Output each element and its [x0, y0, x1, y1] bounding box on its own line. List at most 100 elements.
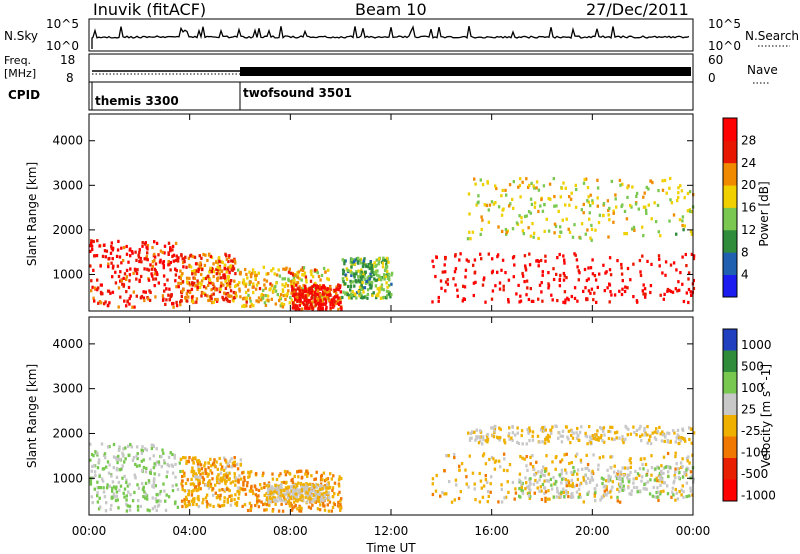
velocity-cell [157, 503, 161, 507]
power-cell [316, 271, 319, 275]
velocity-cell [555, 495, 559, 499]
velocity-cell [558, 492, 561, 496]
velocity-cell [543, 467, 547, 471]
power-cell [384, 274, 387, 279]
power-cell [431, 300, 434, 304]
power-cell [689, 229, 693, 233]
power-cell [257, 271, 260, 275]
velocity-cell [106, 460, 110, 464]
power-cell [104, 300, 107, 304]
power-cell [135, 258, 138, 262]
velocity-cell [184, 481, 188, 486]
velocity-cbar-swatch [723, 393, 737, 416]
power-cell [529, 234, 533, 238]
power-cell [578, 271, 581, 275]
velocity-cell [271, 486, 274, 490]
velocity-cell [195, 477, 198, 481]
power-cell [544, 254, 547, 258]
power-cell [89, 249, 92, 253]
power-cell [355, 270, 358, 274]
time-tick-label: 20:00 [575, 524, 610, 538]
velocity-cell [127, 490, 130, 494]
power-cell [474, 182, 477, 186]
power-cell [305, 303, 309, 307]
velocity-cell [136, 483, 139, 487]
power-cell [299, 286, 302, 290]
power-cell [329, 285, 332, 289]
power-cell [138, 248, 141, 252]
velocity-cell [267, 497, 270, 501]
velocity-cell [294, 494, 297, 498]
velocity-cell [680, 488, 683, 492]
velocity-cell [510, 436, 513, 440]
velocity-cell [308, 488, 311, 492]
power-cell [95, 254, 99, 258]
power-cell [473, 270, 477, 274]
power-cell [341, 277, 345, 281]
velocity-cell [484, 474, 487, 478]
power-cell [309, 279, 313, 283]
velocity-cell [628, 473, 631, 477]
power-cell [343, 282, 346, 286]
power-cell [564, 186, 567, 190]
velocity-cell [571, 484, 574, 489]
power-cell [519, 294, 522, 298]
velocity-cell [527, 494, 531, 498]
power-cell [110, 261, 113, 265]
velocity-cell [288, 499, 291, 503]
velocity-cell [619, 472, 622, 476]
velocity-cell [486, 432, 489, 437]
power-cell [117, 286, 121, 290]
velocity-cell [646, 433, 649, 437]
velocity-cell [607, 491, 610, 495]
velocity-cell [190, 493, 194, 497]
velocity-cell [96, 453, 99, 457]
velocity-cell [233, 456, 236, 460]
power-cell [257, 300, 260, 304]
beam-title: Beam 10 [355, 0, 427, 19]
velocity-cell [96, 494, 99, 498]
velocity-cell [277, 490, 281, 495]
velocity-cell [674, 467, 677, 471]
power-cell [330, 298, 334, 302]
velocity-cell [528, 426, 531, 430]
velocity-cell [617, 476, 620, 480]
velocity-cell [254, 472, 258, 476]
power-cell [621, 287, 624, 291]
velocity-cell [269, 489, 272, 493]
power-cell [527, 226, 530, 230]
velocity-cell [183, 489, 186, 493]
power-cell [370, 263, 374, 268]
power-cell [279, 293, 283, 297]
power-cell [302, 273, 306, 277]
velocity-cell [659, 490, 663, 494]
velocity-cell [106, 483, 109, 487]
power-cbar-swatch [723, 162, 737, 186]
power-cell [495, 186, 498, 191]
velocity-ytick-label: 2000 [52, 426, 83, 440]
power-cell [201, 291, 204, 295]
velocity-cell [600, 427, 603, 431]
velocity-cell [578, 492, 581, 496]
power-cell [226, 283, 229, 288]
power-cell [310, 285, 313, 290]
power-cell [262, 265, 265, 269]
velocity-cell [478, 429, 482, 433]
power-cell [381, 261, 385, 265]
power-cell [143, 298, 146, 303]
velocity-cell [257, 488, 261, 492]
velocity-cell [219, 471, 223, 475]
velocity-cell [314, 494, 317, 498]
power-cell [677, 195, 680, 200]
velocity-cell [657, 498, 660, 502]
velocity-cell [173, 456, 176, 460]
power-cell [357, 278, 360, 282]
velocity-cell [293, 505, 296, 509]
power-cell [253, 271, 257, 275]
power-cell [319, 293, 322, 297]
power-cell [441, 270, 444, 274]
velocity-cell [178, 461, 181, 465]
power-cell [387, 290, 390, 294]
velocity-cell [136, 508, 140, 512]
power-cell [647, 187, 650, 191]
